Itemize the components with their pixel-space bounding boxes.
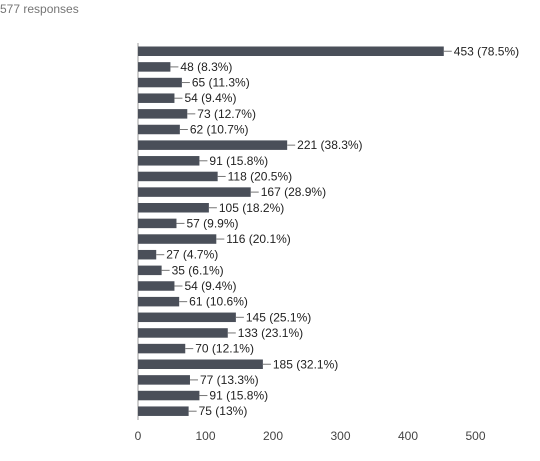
- x-tick-label: 300: [330, 429, 350, 443]
- bar: [138, 406, 189, 416]
- bar: [138, 343, 186, 354]
- bar: [138, 62, 171, 72]
- data-label: 54 (9.4%): [184, 91, 236, 105]
- data-label: 145 (25.1%): [246, 310, 311, 324]
- bar: [138, 234, 217, 244]
- bar: [138, 375, 190, 385]
- bar: [138, 187, 251, 197]
- bar: [138, 140, 288, 150]
- data-label: 57 (9.9%): [186, 216, 238, 230]
- bar: [138, 390, 200, 401]
- data-label: 77 (13.3%): [200, 373, 259, 387]
- bar: [138, 218, 177, 229]
- bar: [138, 296, 180, 307]
- bar: [138, 312, 236, 323]
- x-tick-label: 500: [465, 429, 485, 443]
- bar: [138, 77, 182, 88]
- bar: [138, 156, 200, 166]
- bar: [138, 281, 175, 291]
- data-label: 91 (15.8%): [209, 389, 268, 403]
- data-label: 133 (23.1%): [238, 326, 303, 340]
- data-label: 185 (32.1%): [273, 357, 338, 371]
- data-label: 116 (20.1%): [226, 232, 290, 246]
- data-label: 65 (11.3%): [192, 76, 250, 90]
- bar: [138, 249, 157, 260]
- data-label: 35 (6.1%): [172, 263, 224, 277]
- bar: [138, 124, 180, 135]
- responses-count: 577 responses: [0, 2, 79, 16]
- bar: [138, 109, 188, 119]
- data-label: 105 (18.2%): [219, 201, 284, 215]
- data-label: 167 (28.9%): [261, 185, 326, 199]
- data-label: 91 (15.8%): [209, 154, 268, 168]
- data-label: 70 (12.1%): [195, 342, 254, 356]
- data-label: 62 (10.7%): [190, 123, 249, 137]
- bar: [138, 93, 175, 103]
- bar: [138, 203, 209, 213]
- bar: [138, 46, 444, 56]
- data-label: 54 (9.4%): [184, 279, 236, 293]
- x-tick-label: 400: [398, 429, 418, 443]
- data-label: 75 (13%): [199, 404, 248, 418]
- data-label: 118 (20.5%): [228, 169, 292, 183]
- data-label: 221 (38.3%): [297, 138, 362, 152]
- x-tick-label: 0: [135, 429, 142, 443]
- data-label: 61 (10.6%): [189, 295, 248, 309]
- data-label: 453 (78.5%): [454, 44, 519, 58]
- bar: [138, 171, 218, 182]
- bar: [138, 265, 162, 276]
- x-tick-label: 200: [263, 429, 283, 443]
- bar: [138, 328, 228, 338]
- data-label: 27 (4.7%): [166, 248, 218, 262]
- x-tick-label: 100: [195, 429, 215, 443]
- data-label: 48 (8.3%): [180, 60, 232, 74]
- bar: [138, 359, 263, 369]
- data-label: 73 (12.7%): [197, 107, 256, 121]
